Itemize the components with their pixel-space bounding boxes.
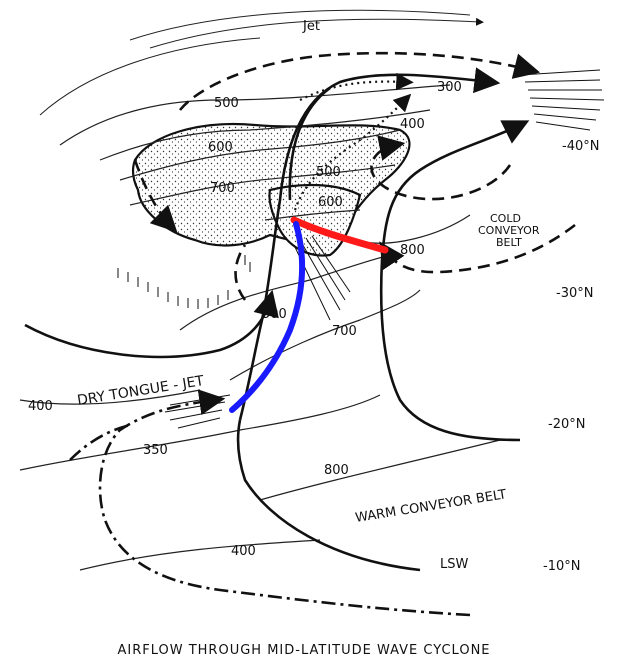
isobar-600-label: 600 [208, 140, 233, 155]
cold-conveyor-belt [133, 51, 576, 301]
red-front-line [290, 216, 389, 254]
warm-conveyor-belt-label: WARM CONVEYOR BELT [354, 487, 507, 526]
isobar-350-label: 350 [143, 443, 168, 458]
latitude-10-label: -10°N [543, 559, 580, 574]
isobar-700-mid-label: 700 [332, 324, 357, 339]
figure-title: AIRFLOW THROUGH MID-LATITUDE WAVE CYCLON… [117, 643, 490, 658]
blue-front-line [229, 221, 306, 413]
isobar-600-mid-label: 600 [318, 195, 343, 210]
subsidence-arrows [117, 255, 251, 309]
isobar-500-mid-label: 500 [316, 165, 341, 180]
cold-conveyor-label-line3: BELT [496, 236, 522, 249]
isobar-800-right-label: 800 [400, 243, 425, 258]
jet-stream: Jet [39, 9, 484, 116]
latitude-40-label: -40°N [562, 139, 599, 154]
isobars [19, 84, 501, 571]
upper-split-flow [288, 86, 331, 201]
latitude-30-label: -30°N [556, 286, 593, 301]
warm-conveyor-lower-flow [236, 419, 421, 572]
dotted-trajectory [293, 72, 414, 211]
warm-conveyor-main-flow [238, 67, 501, 421]
dry-intrusion-flow [24, 289, 279, 359]
stippled-cloud-shield [131, 123, 411, 247]
isobar-400-bottom-label: 400 [231, 544, 256, 559]
cold-conveyor-label-line2: CONVEYOR [478, 224, 540, 237]
lsw-label: LSW [440, 557, 468, 572]
jet-label: Jet [302, 19, 320, 34]
stippled-cloud-lobe [268, 183, 362, 257]
cold-conveyor-label-line1: COLD [490, 212, 521, 225]
rising-branch-flow [379, 120, 530, 442]
cloud-head-region [131, 123, 411, 257]
isobar-500-label: 500 [214, 96, 239, 111]
airflow-trajectories [24, 67, 530, 572]
isobar-400-left-label: 400 [28, 399, 53, 414]
isobar-700-label: 700 [210, 181, 235, 196]
isobar-300-label: 300 [437, 80, 462, 95]
latitude-20-label: -20°N [548, 417, 585, 432]
dry-tongue-jet-flows [69, 389, 471, 617]
isobar-400-label: 400 [400, 117, 425, 132]
isobar-800-bottom-label: 800 [324, 463, 349, 478]
